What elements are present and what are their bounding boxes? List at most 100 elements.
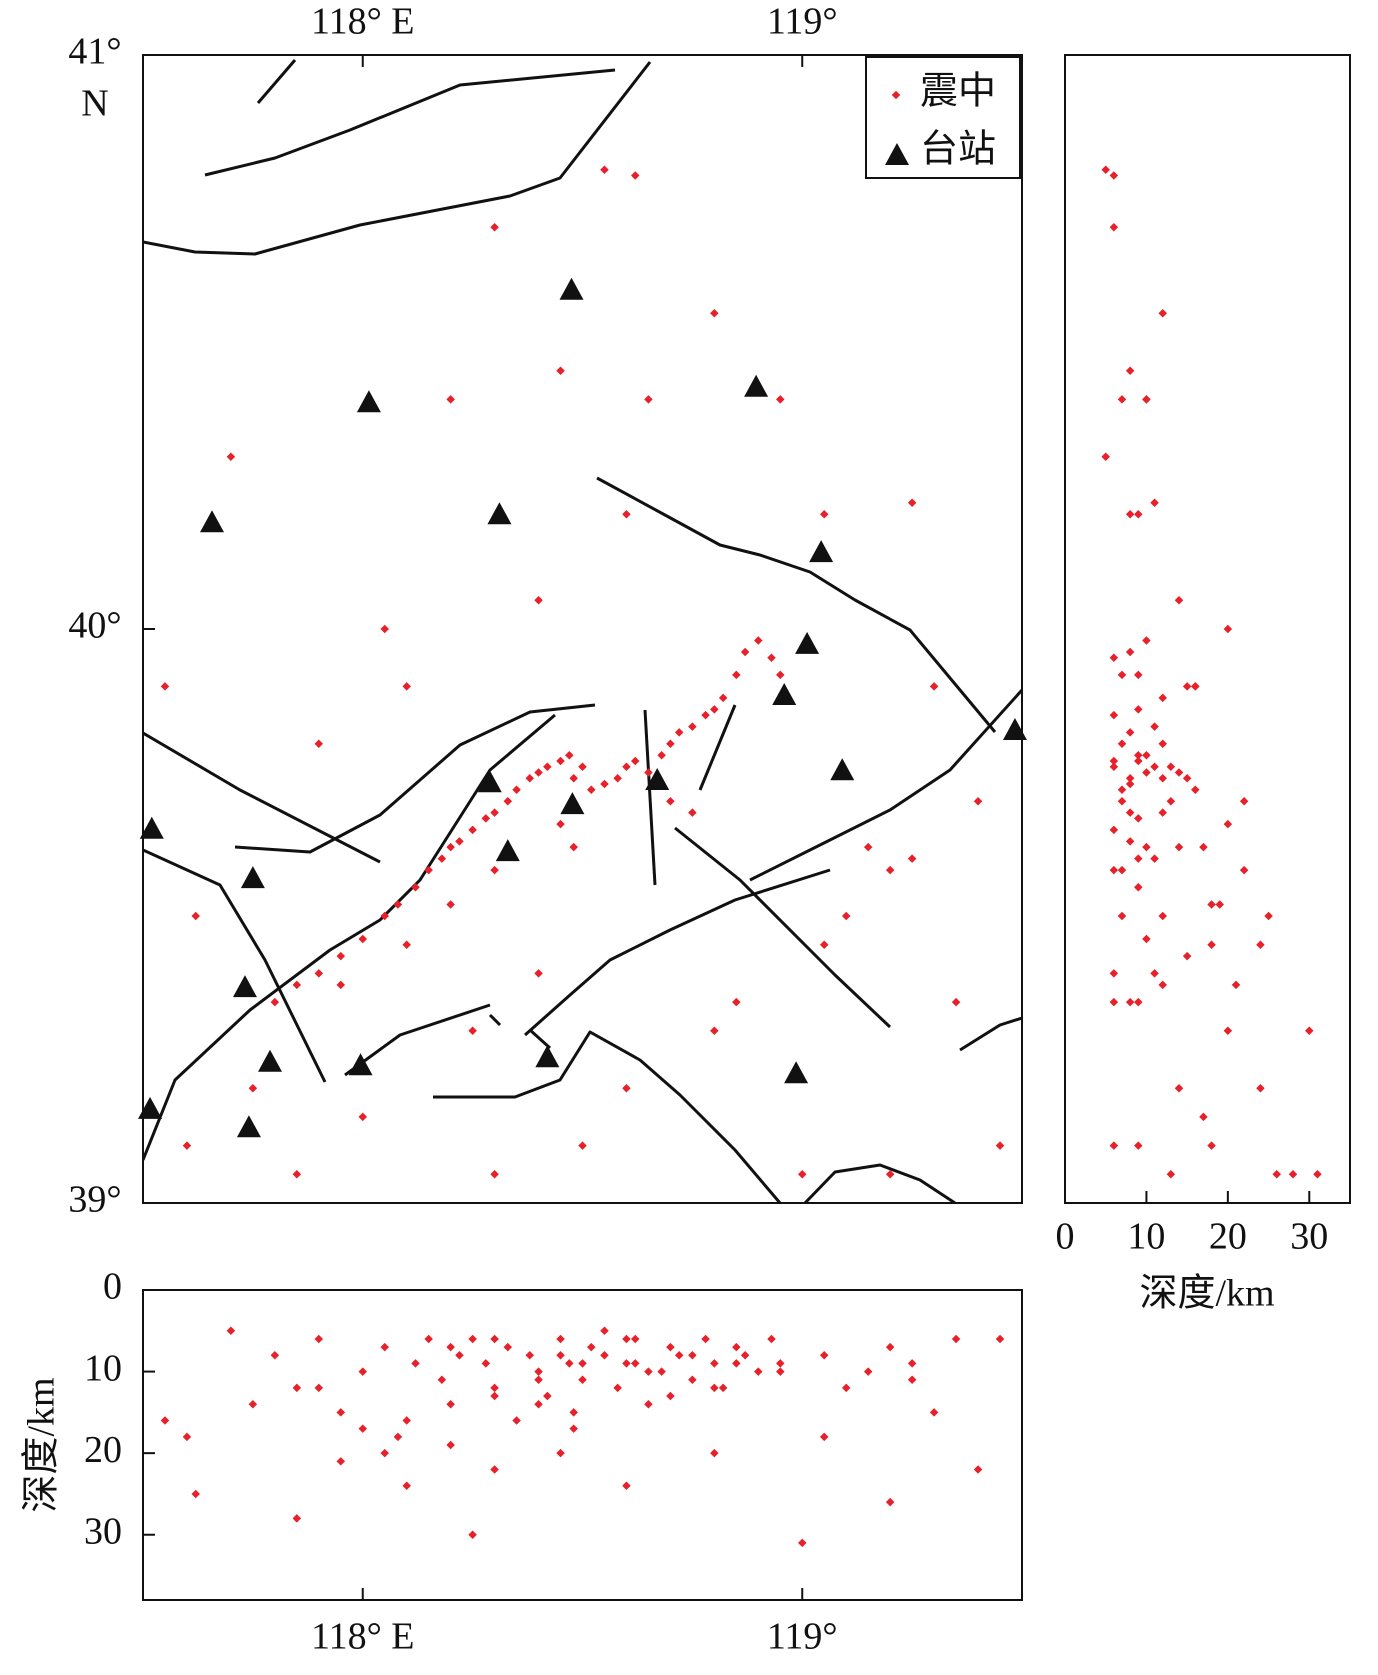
epicenter xyxy=(490,1391,499,1401)
fault xyxy=(344,1003,491,1077)
epicenter xyxy=(1109,710,1119,720)
fault xyxy=(143,848,327,1083)
epicenter xyxy=(644,768,653,777)
epicenter xyxy=(1199,842,1208,852)
fault xyxy=(143,731,381,864)
epicenter xyxy=(481,1359,491,1368)
x-tick-label: 118° E xyxy=(311,1616,415,1658)
epicenter xyxy=(1134,1141,1143,1150)
epicenter xyxy=(710,705,719,714)
epicenter xyxy=(191,911,200,921)
epicenter xyxy=(929,1408,939,1417)
epicenter xyxy=(1117,739,1127,749)
epicenter xyxy=(1150,762,1159,772)
epicenter xyxy=(292,1383,302,1393)
epicenter xyxy=(600,779,609,789)
y-tick-label: 41° xyxy=(68,31,121,73)
epicenter xyxy=(1134,854,1143,863)
epicenter xyxy=(490,808,499,817)
epicenter xyxy=(1239,796,1249,806)
fault xyxy=(698,704,737,791)
epicenter xyxy=(503,1342,513,1352)
epicenter xyxy=(630,171,640,180)
epicenter xyxy=(569,773,578,783)
epicenter xyxy=(622,1334,631,1344)
epicenter xyxy=(314,969,324,978)
epicenter xyxy=(292,1514,302,1523)
marks xyxy=(138,165,1322,1548)
station xyxy=(1002,718,1027,741)
epicenter xyxy=(600,1326,609,1336)
epicenter xyxy=(674,1351,684,1360)
epicenter xyxy=(1256,1083,1265,1093)
epicenter xyxy=(446,395,455,404)
station xyxy=(348,1053,373,1076)
station xyxy=(139,816,164,839)
y-tick-label: 0 xyxy=(103,1266,122,1308)
epicenter xyxy=(1191,785,1200,794)
epicenter xyxy=(314,1383,324,1393)
fault xyxy=(803,1163,956,1203)
epicenter xyxy=(578,762,587,772)
epicenter xyxy=(525,1351,535,1360)
depth-lat-frame xyxy=(1064,54,1351,1204)
epicenter xyxy=(644,1367,653,1376)
station xyxy=(795,631,820,654)
epicenter xyxy=(402,682,411,691)
station xyxy=(356,390,381,413)
epicenter xyxy=(1150,854,1159,863)
epicenter xyxy=(446,1399,455,1409)
epicenter xyxy=(587,1342,596,1352)
epicenter xyxy=(380,1448,389,1458)
legend-station-symbol xyxy=(885,143,909,165)
epicenter xyxy=(411,883,420,892)
epicenter xyxy=(1109,825,1119,835)
epicenter xyxy=(1117,785,1127,794)
epicenter xyxy=(1125,779,1135,789)
x-tick-label: 118° E xyxy=(311,1,415,43)
epicenter xyxy=(314,1334,324,1344)
station xyxy=(645,767,670,790)
x-tick-label: 119° xyxy=(767,1,838,43)
y-tick-label: 20 xyxy=(84,1429,122,1471)
epicenter xyxy=(622,762,631,772)
lon-depth-frame xyxy=(142,1289,1023,1601)
epicenter xyxy=(292,1170,302,1179)
epicenter xyxy=(622,1359,631,1368)
station xyxy=(495,839,520,862)
epicenter xyxy=(534,768,543,777)
fault xyxy=(143,713,556,1161)
epicenter xyxy=(1166,762,1176,772)
epicenter xyxy=(468,825,477,835)
epicenter xyxy=(732,997,741,1007)
epicenter xyxy=(446,1342,455,1352)
epicenter xyxy=(819,509,829,519)
epicenter xyxy=(1231,980,1241,990)
epicenter xyxy=(1305,1026,1314,1036)
epicenter xyxy=(512,1416,521,1425)
epicenter xyxy=(732,1359,741,1368)
epicenter xyxy=(718,693,728,703)
epicenter xyxy=(1109,865,1119,875)
epicenter xyxy=(907,1359,917,1368)
epicenter xyxy=(995,1141,1005,1150)
epicenter xyxy=(885,1342,895,1352)
epicenter xyxy=(1125,647,1135,657)
epicenter xyxy=(569,1424,578,1433)
epicenter xyxy=(512,785,521,794)
epicenter xyxy=(578,1359,587,1368)
fault xyxy=(643,709,657,886)
epicenter xyxy=(543,1391,552,1401)
epicenter xyxy=(490,1334,499,1344)
epicenter xyxy=(732,1342,741,1352)
epicenter xyxy=(569,842,578,852)
epicenter xyxy=(270,997,280,1007)
epicenter xyxy=(1166,796,1176,806)
epicenter xyxy=(468,1530,477,1539)
epicenter xyxy=(380,1342,389,1352)
epicenter xyxy=(644,1399,653,1409)
epicenter xyxy=(1182,773,1192,783)
epicenter xyxy=(951,1334,961,1344)
epicenter xyxy=(424,865,433,875)
epicenter xyxy=(951,997,961,1007)
